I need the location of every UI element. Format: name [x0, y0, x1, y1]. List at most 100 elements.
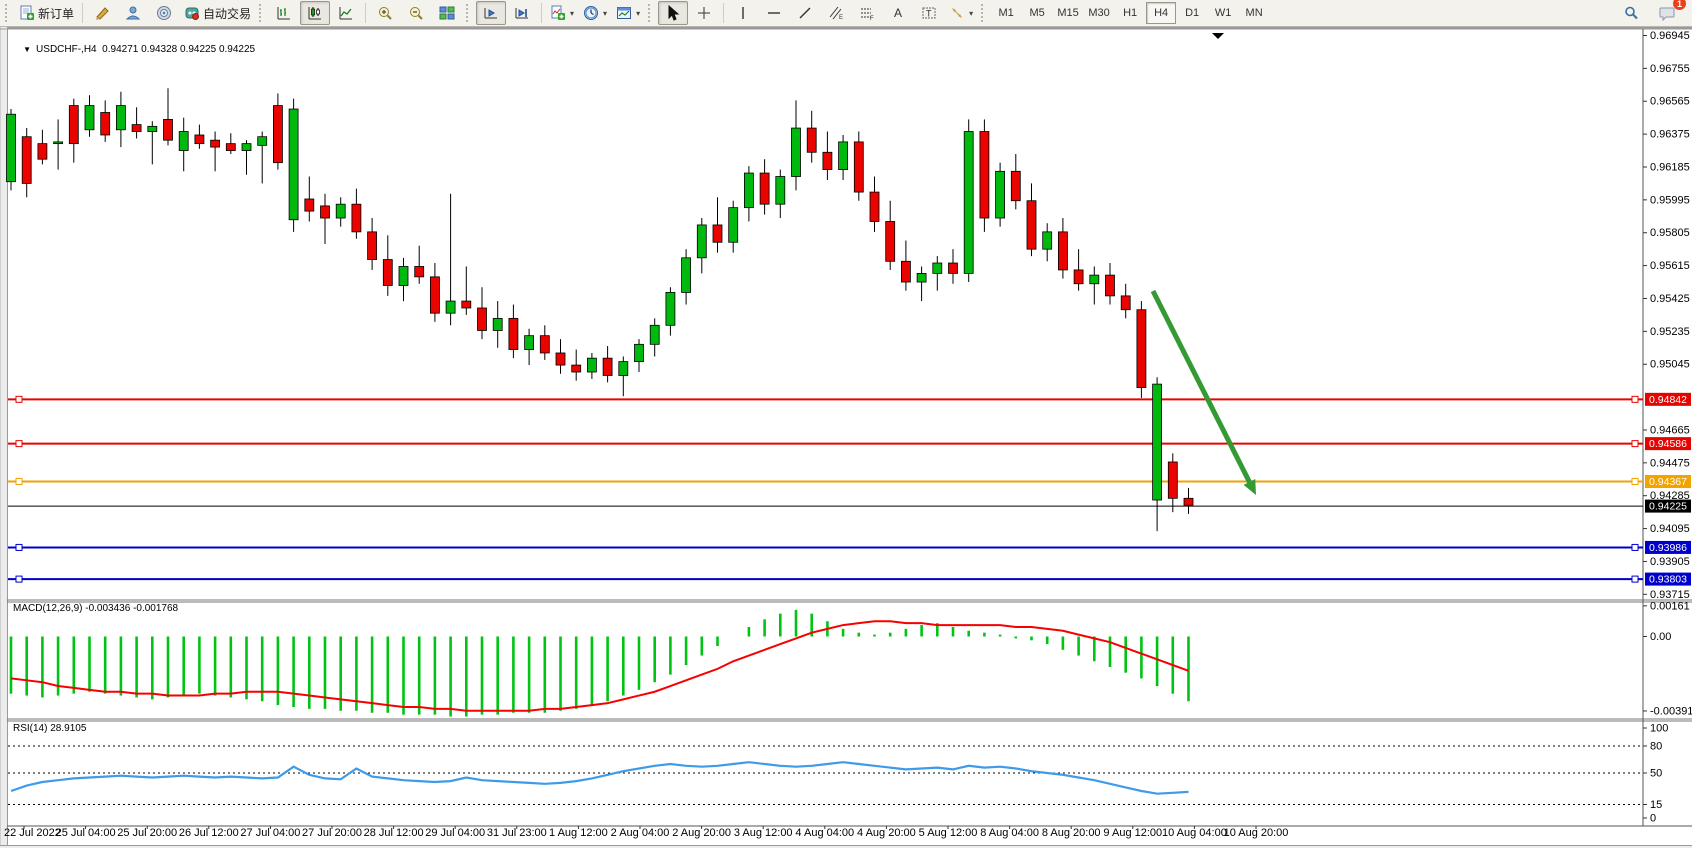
line-handle[interactable]: [15, 575, 23, 583]
timeframe-h1-button[interactable]: H1: [1123, 7, 1138, 19]
toolbar-drag-handle[interactable]: [5, 4, 11, 22]
candle-body[interactable]: [100, 112, 111, 136]
candle-body[interactable]: [728, 207, 739, 243]
line-handle[interactable]: [15, 478, 23, 486]
candle-body[interactable]: [995, 170, 1005, 219]
candle-body[interactable]: [587, 357, 597, 373]
candle-body[interactable]: [744, 172, 754, 209]
fibonacci-tool-button[interactable]: F: [852, 1, 882, 25]
candle-body[interactable]: [524, 335, 534, 350]
candle-body[interactable]: [853, 141, 864, 193]
candle-body[interactable]: [398, 266, 409, 286]
candle-body[interactable]: [571, 364, 582, 373]
candle-body[interactable]: [68, 105, 79, 145]
candle-body[interactable]: [932, 262, 943, 274]
candle-body[interactable]: [147, 125, 158, 132]
candle-body[interactable]: [759, 172, 770, 205]
candle-body[interactable]: [869, 191, 880, 222]
timeframe-m5-button[interactable]: M5: [1029, 7, 1045, 19]
candle-body[interactable]: [916, 272, 927, 283]
vertical-line-tool-button[interactable]: [728, 1, 758, 25]
candle-body[interactable]: [492, 317, 503, 331]
arrow-line[interactable]: [1150, 289, 1255, 489]
candle-body[interactable]: [116, 105, 126, 131]
candle-body[interactable]: [806, 127, 817, 153]
candle-body[interactable]: [131, 124, 142, 132]
candle-body[interactable]: [602, 357, 613, 376]
line-handle[interactable]: [15, 543, 23, 551]
candle-body[interactable]: [53, 141, 63, 145]
search-button[interactable]: [1616, 1, 1646, 25]
candle-body[interactable]: [241, 143, 252, 151]
line-handle[interactable]: [15, 395, 23, 403]
toolbar-drag-handle[interactable]: [981, 4, 987, 22]
candle-body[interactable]: [382, 259, 393, 286]
indicators-button[interactable]: ▾: [546, 1, 578, 25]
candle-body[interactable]: [665, 292, 676, 326]
crayon-tool-button[interactable]: [87, 1, 117, 25]
candle-body[interactable]: [288, 108, 299, 221]
candle-body[interactable]: [21, 136, 32, 184]
candle-body[interactable]: [634, 343, 644, 363]
candle-body[interactable]: [84, 105, 95, 131]
channel-tool-button[interactable]: E: [821, 1, 851, 25]
signals-button[interactable]: [149, 1, 179, 25]
candle-body[interactable]: [539, 335, 550, 354]
candle-body[interactable]: [791, 127, 801, 177]
bar-chart-mode-button[interactable]: [269, 1, 299, 25]
candle-body[interactable]: [414, 266, 425, 278]
chart-canvas[interactable]: 0.96945 0.96755 0.96565 0.96375 0.96185 0.959…: [0, 27, 1692, 848]
zoom-in-button[interactable]: [370, 1, 400, 25]
candle-body[interactable]: [477, 307, 487, 331]
candle-body[interactable]: [838, 141, 848, 170]
line-handle[interactable]: [15, 440, 23, 448]
timeframe-mn-button[interactable]: MN: [1245, 7, 1263, 19]
new-order-button[interactable]: 新订单: [15, 1, 78, 25]
candle-body[interactable]: [555, 352, 566, 366]
timeframe-w1-button[interactable]: W1: [1214, 7, 1232, 19]
line-handle[interactable]: [1631, 478, 1639, 486]
candle-body[interactable]: [822, 151, 833, 170]
candle-body[interactable]: [1042, 231, 1053, 250]
chart-shift-marker[interactable]: [1212, 33, 1224, 39]
candle-body[interactable]: [618, 361, 629, 376]
chart-title-collapse-icon[interactable]: ▼: [23, 45, 32, 54]
notifications-button[interactable]: 1: [1652, 0, 1686, 25]
candle-body[interactable]: [272, 105, 283, 164]
toolbar-drag-handle[interactable]: [259, 4, 265, 22]
periods-button[interactable]: ▾: [579, 1, 611, 25]
timeframe-m30-button[interactable]: M30: [1088, 7, 1110, 19]
candle-body[interactable]: [681, 257, 691, 293]
tile-windows-button[interactable]: [432, 1, 462, 25]
profile-button[interactable]: [118, 1, 148, 25]
candle-body[interactable]: [320, 205, 330, 219]
candle-body[interactable]: [1152, 383, 1162, 501]
candle-body[interactable]: [1073, 269, 1084, 285]
candle-body[interactable]: [901, 260, 911, 283]
candle-body[interactable]: [1089, 274, 1100, 285]
line-handle[interactable]: [1631, 575, 1639, 583]
zoom-out-button[interactable]: [401, 1, 431, 25]
candle-body[interactable]: [37, 143, 48, 160]
line-handle[interactable]: [1631, 440, 1639, 448]
horizontal-line-tool-button[interactable]: [759, 1, 789, 25]
candle-body[interactable]: [1167, 461, 1178, 499]
candle-body[interactable]: [979, 131, 990, 219]
autotrading-button[interactable]: 自动交易: [180, 1, 255, 25]
candle-body[interactable]: [1183, 497, 1194, 506]
candle-body[interactable]: [508, 317, 519, 350]
candle-body[interactable]: [6, 113, 16, 183]
candle-body[interactable]: [178, 131, 189, 151]
line-chart-mode-button[interactable]: [331, 1, 361, 25]
candle-body[interactable]: [257, 136, 268, 146]
candle-body[interactable]: [1120, 295, 1131, 311]
timeframe-h4-button[interactable]: H4: [1146, 2, 1177, 24]
candle-body[interactable]: [775, 176, 786, 205]
candlestick-mode-button[interactable]: [300, 1, 331, 25]
candle-body[interactable]: [225, 143, 236, 151]
text-tool-button[interactable]: A: [883, 1, 913, 25]
candle-body[interactable]: [649, 324, 660, 345]
candle-body[interactable]: [1010, 170, 1021, 202]
candle-body[interactable]: [335, 203, 346, 219]
candle-body[interactable]: [948, 262, 958, 274]
